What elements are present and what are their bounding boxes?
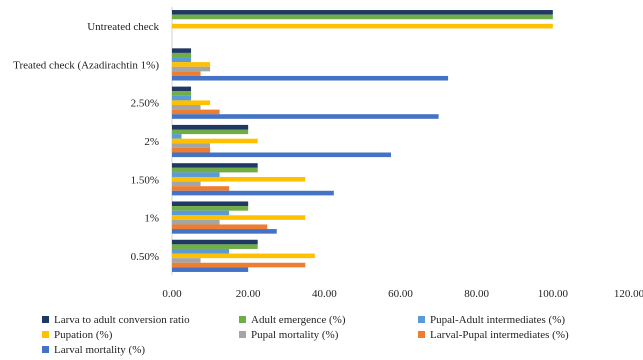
bar	[172, 190, 334, 196]
x-axis-tick-labels: 0.00 20.00 40.00 60.00 80.00 100.00 120.00	[162, 288, 643, 300]
bar	[172, 71, 201, 76]
bar	[172, 210, 230, 216]
bar	[172, 143, 211, 148]
bar	[172, 163, 258, 168]
bar	[172, 100, 211, 106]
category-label: Treated check (Azadirachtin 1%)	[13, 59, 159, 71]
legend-item: Larval-Pupal intermediates (%)	[418, 329, 569, 341]
category-label: 2%	[144, 136, 159, 148]
legend-label: Pupal mortality (%)	[251, 329, 339, 341]
bar	[172, 66, 211, 72]
x-tick-label: 100.00	[538, 288, 569, 300]
bar	[172, 229, 277, 234]
bar	[172, 147, 211, 153]
legend-swatch	[418, 316, 425, 323]
bar	[172, 219, 220, 225]
bar	[172, 75, 449, 81]
bar	[172, 253, 315, 259]
category-label: Untreated check	[87, 21, 159, 33]
legend-item: Larval mortality (%)	[42, 344, 145, 356]
legend-swatch	[418, 331, 425, 338]
legend-item: Larva to adult conversion ratio	[42, 314, 190, 326]
x-tick-label: 60.00	[388, 288, 413, 300]
bar	[172, 172, 220, 177]
bar	[172, 48, 192, 53]
bar	[172, 176, 306, 182]
legend-swatch	[239, 331, 246, 338]
category-label: 1.50%	[131, 174, 159, 186]
legend-label: Larval mortality (%)	[54, 344, 146, 356]
legend-item: Pupal-Adult intermediates (%)	[418, 314, 565, 326]
legend-swatch	[42, 316, 49, 323]
bar	[172, 52, 192, 58]
category-label: 1%	[144, 213, 159, 225]
legend-swatch	[42, 346, 49, 353]
bar	[172, 134, 182, 139]
bar	[172, 201, 249, 207]
legend-swatch	[239, 316, 246, 323]
bar	[172, 262, 306, 268]
x-tick-label: 0.00	[162, 288, 182, 300]
bar	[172, 105, 201, 110]
bar	[172, 62, 211, 67]
bar	[172, 258, 201, 263]
bar	[172, 181, 201, 187]
bar	[172, 215, 306, 220]
bar	[172, 114, 439, 119]
bar	[172, 267, 249, 272]
x-tick-label: 40.00	[312, 288, 337, 300]
bar	[172, 95, 192, 101]
bar	[172, 14, 553, 20]
legend-label: Pupation (%)	[54, 329, 113, 341]
legend-label: Pupal-Adult intermediates (%)	[430, 314, 566, 326]
bar	[172, 224, 268, 230]
x-tick-label: 80.00	[464, 288, 489, 300]
bar	[172, 129, 249, 135]
legend-label: Larva to adult conversion ratio	[54, 314, 190, 326]
bar	[172, 124, 249, 130]
legend-swatch	[42, 331, 49, 338]
legend-label: Adult emergence (%)	[251, 314, 346, 326]
category-label: 0.50%	[131, 251, 159, 263]
bar	[172, 152, 391, 158]
bar	[172, 244, 258, 249]
bar	[172, 248, 230, 254]
bar	[172, 109, 220, 115]
bar	[172, 23, 553, 29]
bar	[172, 57, 192, 63]
category-label: 2.50%	[131, 98, 159, 110]
legend-item: Pupal mortality (%)	[239, 329, 338, 341]
bar	[172, 186, 230, 191]
bar	[172, 138, 258, 144]
legend-item: Pupation (%)	[42, 329, 112, 341]
bar	[172, 206, 249, 211]
bar	[172, 91, 192, 96]
category-labels: Untreated check Treated check (Azadiracht…	[13, 21, 159, 263]
bar	[172, 86, 192, 92]
bar	[172, 239, 258, 245]
bar	[172, 10, 553, 15]
x-tick-label: 120.00	[614, 288, 643, 300]
legend-item: Adult emergence (%)	[239, 314, 345, 326]
bar	[172, 167, 258, 173]
x-tick-label: 20.00	[236, 288, 261, 300]
plot-area	[171, 7, 553, 275]
legend-label: Larval-Pupal intermediates (%)	[430, 329, 569, 341]
